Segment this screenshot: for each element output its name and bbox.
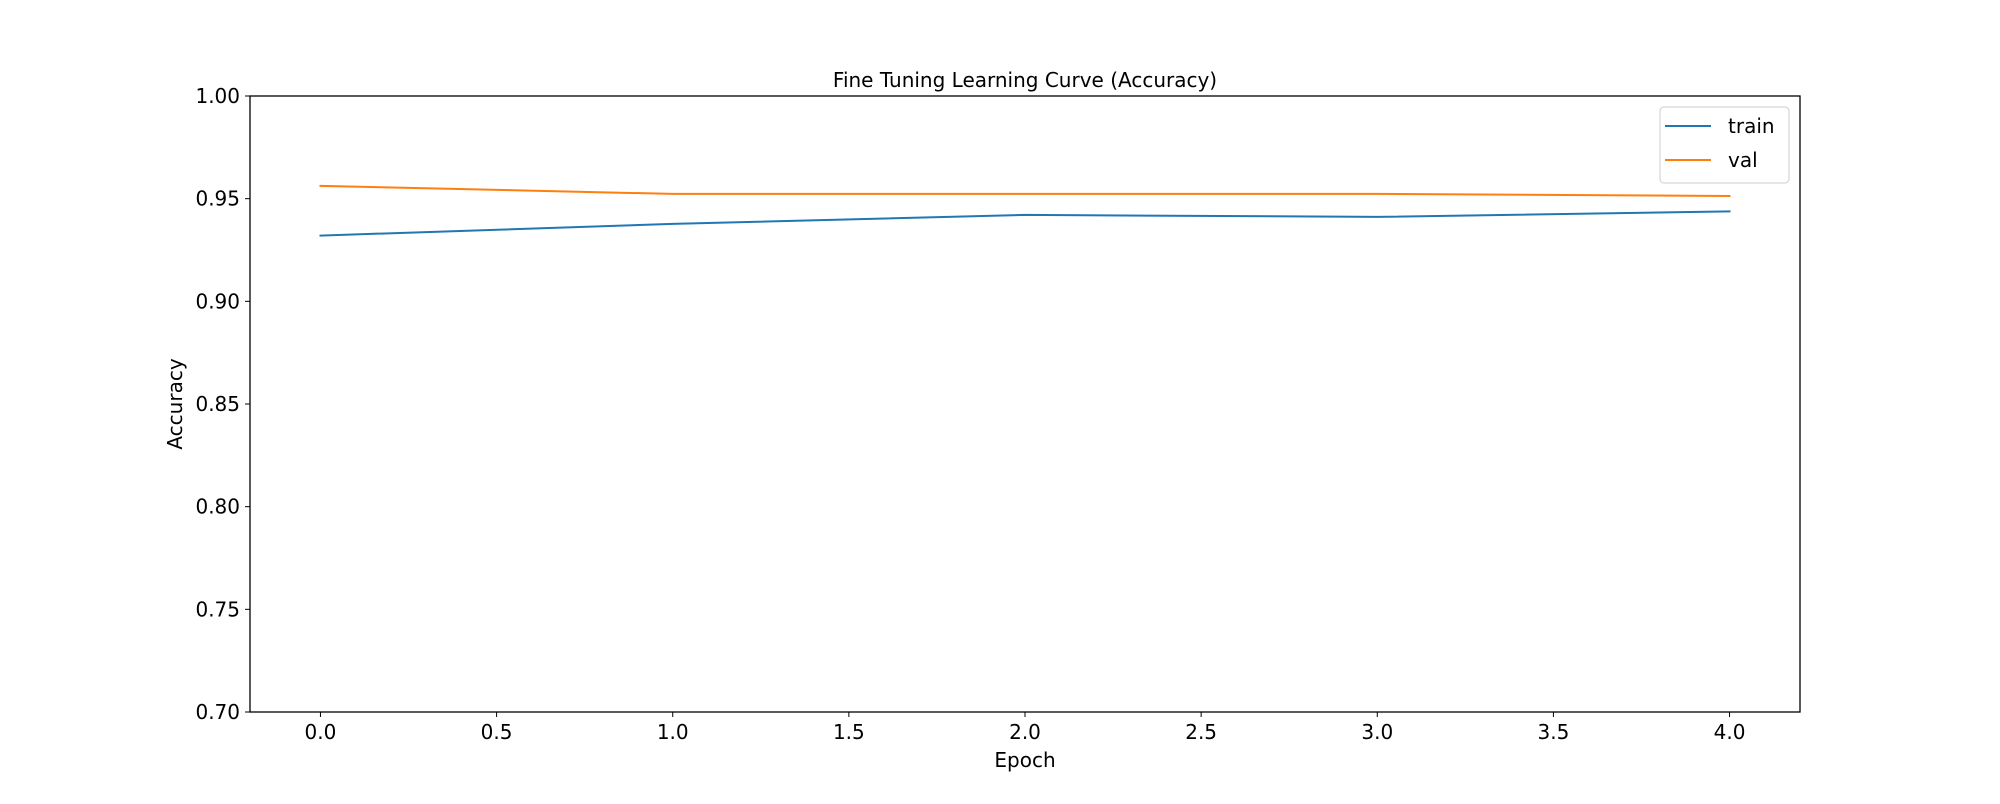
x-axis-label: Epoch [994,748,1055,772]
x-tick-label: 3.0 [1361,720,1393,744]
y-tick-label: 0.70 [195,700,240,724]
legend-label-train: train [1728,114,1775,138]
y-tick-label: 0.90 [195,289,240,313]
y-axis-label: Accuracy [163,358,187,449]
y-tick-label: 0.95 [195,187,240,211]
x-tick-label: 1.5 [833,720,865,744]
legend-label-val: val [1728,148,1758,172]
x-tick-label: 2.5 [1185,720,1217,744]
y-tick-label: 0.85 [195,392,240,416]
x-tick-label: 3.5 [1538,720,1570,744]
x-tick-label: 1.0 [657,720,689,744]
x-tick-label: 0.0 [305,720,337,744]
y-axis-ticks: 0.70 0.75 0.80 0.85 0.90 0.95 1.00 [195,84,250,724]
x-tick-label: 2.0 [1009,720,1041,744]
x-axis-ticks: 0.0 0.5 1.0 1.5 2.0 2.5 3.0 3.5 4.0 [305,712,1746,744]
x-tick-label: 0.5 [481,720,513,744]
y-tick-label: 0.80 [195,495,240,519]
x-tick-label: 4.0 [1714,720,1746,744]
y-tick-label: 1.00 [195,84,240,108]
legend: train val [1659,106,1790,184]
y-tick-label: 0.75 [195,597,240,621]
series-line-val [319,184,1731,198]
legend-items: train val [1665,114,1775,172]
series-line-train [319,210,1731,237]
series-layer [319,184,1731,237]
chart-title: Fine Tuning Learning Curve (Accuracy) [833,68,1217,92]
